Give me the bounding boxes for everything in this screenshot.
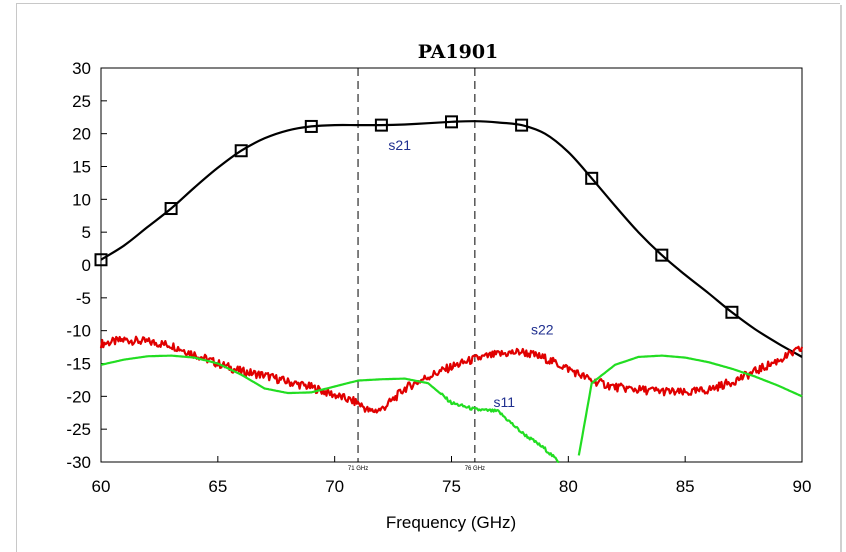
series-line-s11: [100, 354, 803, 464]
y-tick-label: 10: [72, 190, 91, 209]
series-label-s21: s21: [388, 137, 411, 153]
x-axis-label: Frequency (GHz): [386, 513, 516, 532]
data-point-s21: [234, 144, 248, 158]
data-point-s21: [585, 171, 599, 185]
y-tick-label: -5: [76, 289, 91, 308]
x-tick-label: 75: [442, 477, 461, 496]
y-tick-label: 0: [82, 256, 91, 275]
data-point-s21: [304, 119, 318, 133]
chart-frame: PA1901 30 25 20 15 10 5 0 -5 -10 -15 -20 -25 -30 60 6…: [16, 3, 840, 552]
series-line-s21: [100, 120, 803, 358]
series-lines: [94, 115, 804, 464]
x-tick-label: 65: [208, 477, 227, 496]
y-tick-label: 20: [72, 125, 91, 144]
y-tick-label: 25: [72, 92, 91, 111]
y-tick-label: -25: [66, 420, 91, 439]
y-axis-ticks: 30 25 20 15 10 5 0 -5 -10 -15 -20 -25 -30: [66, 59, 107, 472]
y-tick-label: 30: [72, 59, 91, 78]
series-label-s11: s11: [494, 394, 516, 410]
x-tick-label: 70: [325, 477, 344, 496]
series-label-s22: s22: [531, 322, 554, 338]
chart-title: PA1901: [418, 41, 499, 63]
y-tick-label: -30: [66, 453, 91, 472]
series-line-s22: [99, 335, 804, 414]
x-tick-label: 80: [559, 477, 578, 496]
data-point-s21: [445, 115, 458, 129]
x-tick-label: 85: [676, 477, 695, 496]
data-point-s21: [725, 305, 739, 319]
data-point-s21: [164, 202, 178, 216]
data-point-s21: [374, 118, 388, 132]
marker-label: 71 GHz: [348, 466, 368, 472]
data-point-s21: [655, 248, 669, 262]
series-labels: s21 s22 s11: [388, 137, 553, 410]
y-tick-label: -15: [66, 355, 91, 374]
y-tick-label: 5: [82, 223, 91, 242]
data-point-s21: [515, 118, 529, 132]
x-tick-label: 90: [793, 477, 812, 496]
x-tick-label: 60: [92, 477, 111, 496]
y-tick-label: -20: [66, 387, 91, 406]
x-axis-ticks: 60 65 70 75 80 85 90: [92, 456, 812, 496]
data-point-s21: [94, 253, 108, 267]
y-tick-label: -10: [66, 322, 91, 341]
frequency-markers: 71 GHz 76 GHz: [348, 68, 485, 472]
marker-label: 76 GHz: [465, 466, 485, 472]
y-tick-label: 15: [72, 158, 91, 177]
